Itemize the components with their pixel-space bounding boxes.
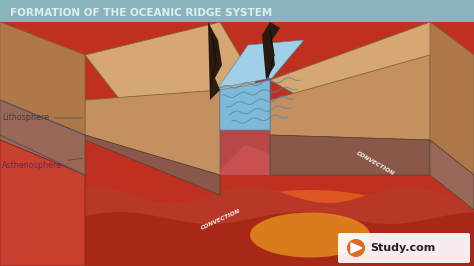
Text: Study.com: Study.com (370, 243, 435, 253)
Polygon shape (218, 40, 304, 88)
Polygon shape (0, 140, 85, 266)
Polygon shape (85, 90, 220, 175)
Polygon shape (215, 145, 275, 175)
Polygon shape (0, 0, 474, 22)
Text: Asthenosphere: Asthenosphere (2, 158, 82, 169)
Polygon shape (430, 22, 474, 175)
Polygon shape (0, 22, 85, 135)
Polygon shape (85, 135, 220, 195)
Polygon shape (270, 55, 430, 140)
Circle shape (347, 239, 365, 257)
FancyBboxPatch shape (338, 233, 470, 263)
Polygon shape (220, 80, 270, 175)
Polygon shape (0, 187, 474, 266)
Polygon shape (0, 22, 474, 266)
Polygon shape (0, 212, 474, 266)
Polygon shape (220, 80, 270, 130)
Polygon shape (208, 22, 222, 100)
Polygon shape (270, 22, 474, 100)
Polygon shape (430, 140, 474, 210)
Polygon shape (85, 22, 260, 100)
Polygon shape (270, 135, 430, 175)
Polygon shape (262, 22, 280, 80)
Ellipse shape (200, 190, 420, 266)
Text: FORMATION OF THE OCEANIC RIDGE SYSTEM: FORMATION OF THE OCEANIC RIDGE SYSTEM (10, 8, 272, 18)
Text: Lithosphere: Lithosphere (2, 114, 82, 123)
Ellipse shape (250, 213, 370, 257)
Text: CONVECTION: CONVECTION (200, 208, 241, 231)
Text: CONVECTION: CONVECTION (355, 150, 395, 176)
Polygon shape (351, 243, 362, 253)
Polygon shape (0, 100, 85, 175)
